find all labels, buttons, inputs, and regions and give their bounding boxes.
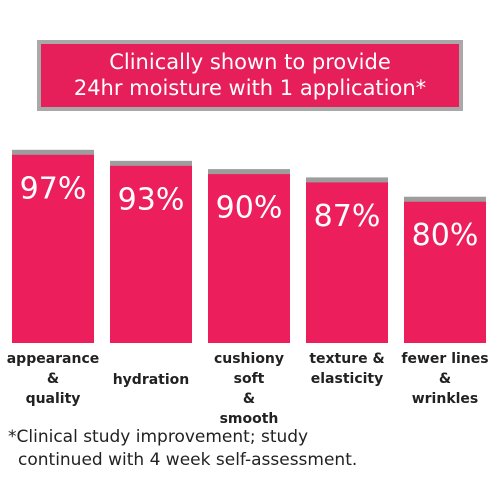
bar-cap: [12, 149, 94, 156]
category-label: fewer lines: [401, 351, 488, 367]
category-label: soft: [234, 371, 265, 387]
category-label: &: [439, 371, 451, 387]
category-label: smooth: [220, 411, 279, 427]
value-label: 93%: [118, 182, 185, 217]
category-label: &: [47, 371, 59, 387]
bar: [12, 154, 94, 343]
bar: [208, 174, 290, 343]
footnote: *Clinical study improvement; study: [8, 427, 308, 447]
category-label: wrinkles: [412, 391, 479, 407]
title-box: [41, 44, 459, 107]
chart-title: 24hr moisture with 1 application*: [74, 76, 426, 100]
bar-cap: [404, 196, 486, 203]
value-label: 90%: [216, 191, 283, 226]
bar: [404, 201, 486, 343]
category-label: quality: [26, 391, 81, 407]
bar-cap: [306, 177, 388, 184]
bar-cap: [208, 169, 290, 176]
chart-title: Clinically shown to provide: [109, 50, 391, 74]
value-label: 80%: [412, 218, 479, 253]
category-label: texture &: [309, 351, 384, 367]
footnote: continued with 4 week self-assessment.: [18, 450, 357, 470]
category-label: &: [243, 391, 255, 407]
bar: [110, 165, 192, 343]
bar: [306, 182, 388, 343]
category-label: cushiony: [214, 351, 284, 367]
value-label: 87%: [314, 199, 381, 234]
category-label: hydration: [113, 372, 190, 388]
bar-cap: [110, 160, 192, 167]
category-label: elasticity: [311, 371, 383, 387]
category-label: appearance: [7, 351, 100, 367]
value-label: 97%: [20, 171, 87, 206]
